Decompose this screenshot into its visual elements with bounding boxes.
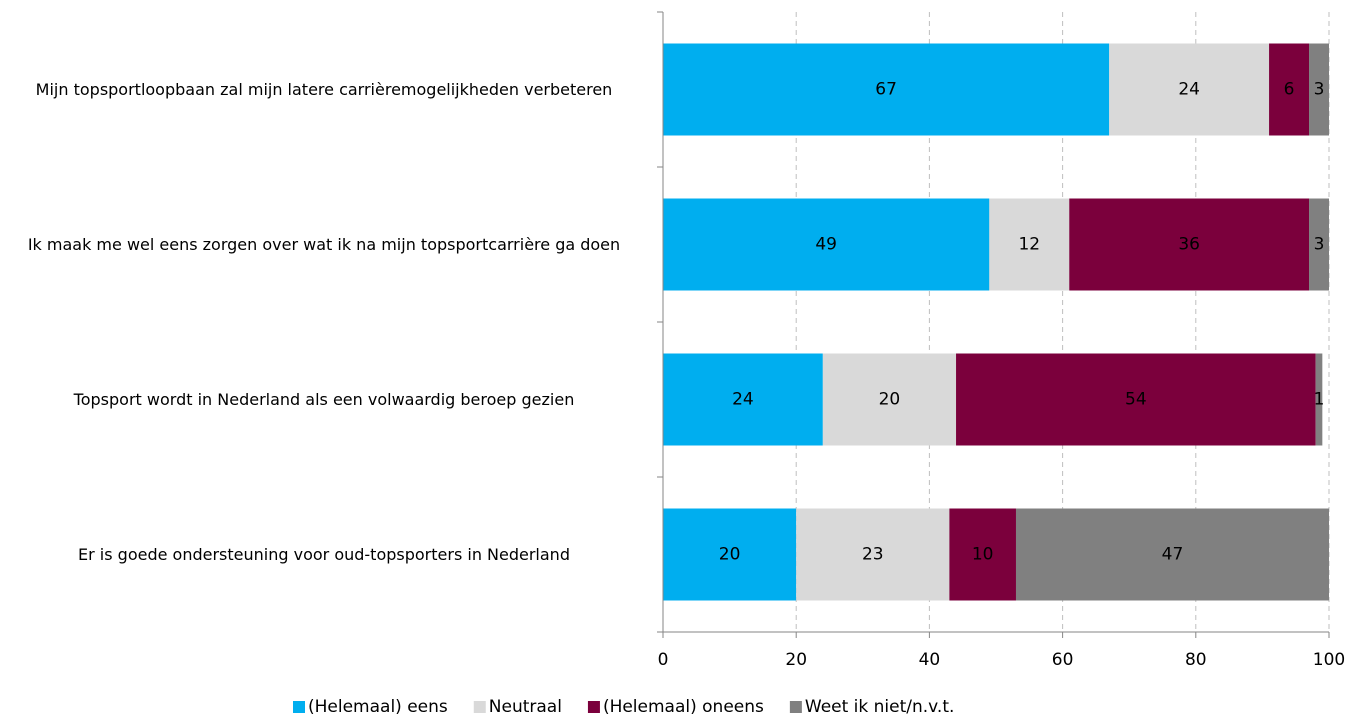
data-label: 12 xyxy=(1018,235,1040,255)
bar-segment xyxy=(663,198,990,291)
legend-label: (Helemaal) eens xyxy=(308,697,448,717)
data-label: 47 xyxy=(1162,545,1184,565)
legend-item: (Helemaal) eens xyxy=(293,697,448,717)
bar-segment xyxy=(822,353,957,446)
data-label: 49 xyxy=(815,235,837,255)
legend-swatch xyxy=(473,701,486,713)
x-tick-label: 60 xyxy=(1052,650,1074,670)
bar-segment xyxy=(956,353,1316,446)
data-label: 10 xyxy=(972,545,994,565)
legend-label: (Helemaal) oneens xyxy=(603,697,764,717)
legend-item: Weet ik niet/n.v.t. xyxy=(789,697,955,717)
legend-item: Neutraal xyxy=(473,697,562,717)
x-tick-label: 80 xyxy=(1185,650,1207,670)
bar-segment xyxy=(663,43,1110,136)
x-tick-label: 100 xyxy=(1313,650,1345,670)
legend-swatch xyxy=(293,701,305,713)
legend-swatch xyxy=(587,701,600,713)
data-label: 6 xyxy=(1284,80,1295,100)
bar-segment xyxy=(1069,198,1310,291)
bar-segment xyxy=(1315,353,1323,446)
data-label: 67 xyxy=(875,80,897,100)
x-tick-label: 40 xyxy=(919,650,941,670)
bar-segment xyxy=(949,508,1016,601)
data-label: 20 xyxy=(879,390,901,410)
category-label: Topsport wordt in Nederland als een volw… xyxy=(73,389,575,409)
category-label: Ik maak me wel eens zorgen over wat ik n… xyxy=(27,234,621,254)
legend-item: (Helemaal) oneens xyxy=(587,697,764,717)
category-label: Er is goede ondersteuning voor oud-topsp… xyxy=(78,544,570,564)
data-label: 54 xyxy=(1125,390,1147,410)
bar-segment xyxy=(1109,43,1270,136)
category-label: Mijn topsportloopbaan zal mijn latere ca… xyxy=(35,79,613,99)
data-label: 3 xyxy=(1314,235,1325,255)
bar-segment xyxy=(989,198,1070,291)
bar-segment xyxy=(1309,198,1329,291)
data-label: 20 xyxy=(719,545,741,565)
legend-label: Weet ik niet/n.v.t. xyxy=(805,697,955,717)
bar-segment xyxy=(796,508,950,601)
bar-segment xyxy=(1015,508,1329,601)
bar-segment xyxy=(1309,43,1329,136)
bar-segment xyxy=(663,353,823,446)
data-label: 36 xyxy=(1178,235,1200,255)
x-tick-label: 20 xyxy=(785,650,807,670)
data-label: 24 xyxy=(1178,80,1200,100)
data-label: 23 xyxy=(862,545,884,565)
data-label: 24 xyxy=(732,390,754,410)
data-label: 1 xyxy=(1314,390,1325,410)
legend-label: Neutraal xyxy=(489,697,562,717)
bar-segment xyxy=(663,508,797,601)
bar-segment xyxy=(1269,43,1310,136)
x-tick-label: 0 xyxy=(658,650,669,670)
data-label: 3 xyxy=(1314,80,1325,100)
legend-swatch xyxy=(789,701,802,713)
